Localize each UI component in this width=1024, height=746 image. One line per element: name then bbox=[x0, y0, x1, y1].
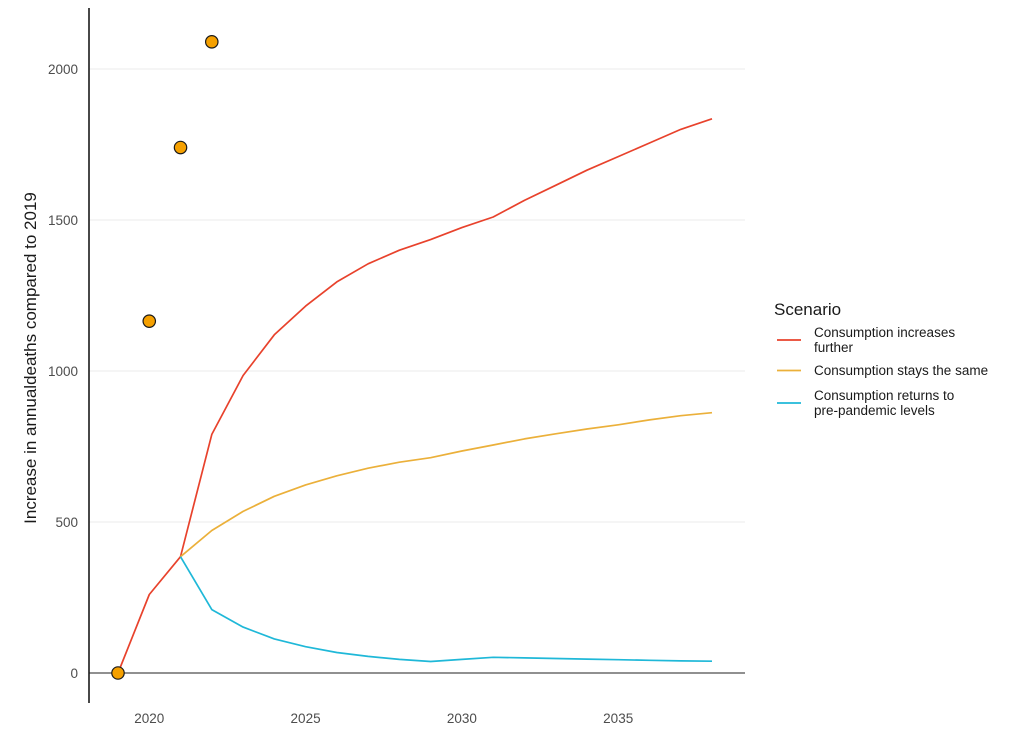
observed-point bbox=[204, 35, 219, 49]
observed-point bbox=[142, 314, 157, 328]
legend-title: Scenario bbox=[774, 300, 841, 319]
axes bbox=[88, 8, 745, 703]
gridlines bbox=[89, 68, 745, 523]
y-axis-label: Increase in annualdeaths compared to 201… bbox=[21, 192, 40, 524]
legend-entry-label: further bbox=[814, 340, 854, 355]
y-tick-label: 1000 bbox=[48, 364, 78, 379]
tick-labels: 0 500 1000 1500 2000 2020 2025 2030 2035 bbox=[48, 62, 633, 726]
legend-entry-label: pre-pandemic levels bbox=[814, 403, 935, 418]
x-tick-label: 2020 bbox=[134, 711, 164, 726]
observed-point bbox=[173, 140, 188, 155]
y-tick-label: 2000 bbox=[48, 62, 78, 77]
y-tick-label: 500 bbox=[55, 515, 78, 530]
series-line-increases bbox=[117, 117, 713, 674]
legend-entry-label: Consumption increases bbox=[814, 325, 955, 340]
legend-entry-label: Consumption stays the same bbox=[814, 363, 988, 378]
observed-point bbox=[111, 666, 125, 680]
observed-points bbox=[111, 35, 219, 680]
series-line-pre-pandemic bbox=[179, 556, 713, 663]
x-tick-label: 2025 bbox=[291, 711, 321, 726]
series-line-same bbox=[179, 411, 713, 558]
series-lines bbox=[117, 117, 713, 674]
x-tick-label: 2030 bbox=[447, 711, 477, 726]
y-tick-label: 1500 bbox=[48, 213, 78, 228]
legend-entry-label: Consumption returns to bbox=[814, 388, 954, 403]
y-tick-label: 0 bbox=[70, 666, 78, 681]
x-tick-label: 2035 bbox=[603, 711, 633, 726]
